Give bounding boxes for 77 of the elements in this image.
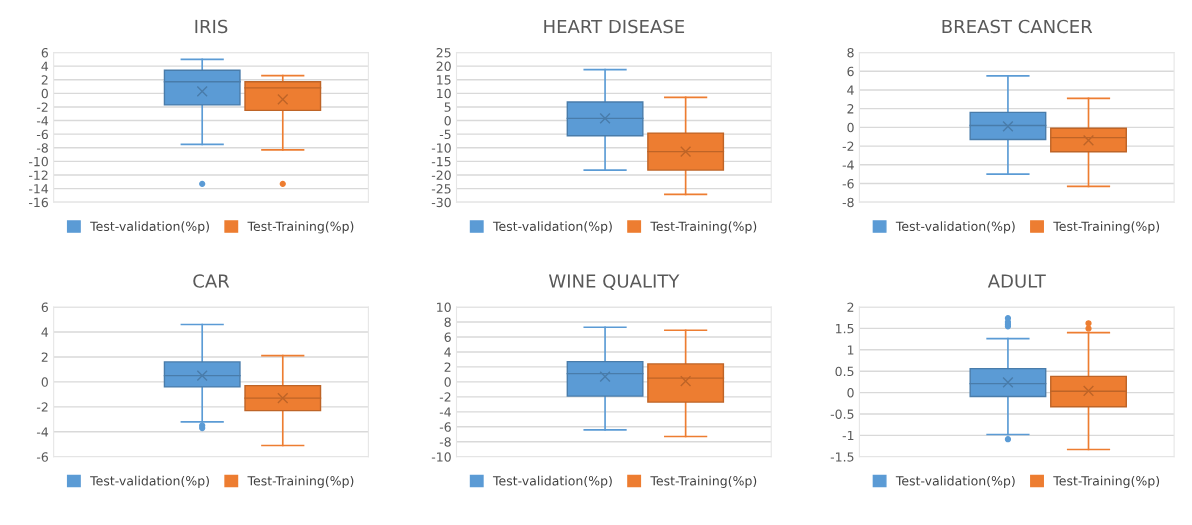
y-tick-label: -4	[439, 407, 451, 417]
chart-title: ADULT	[987, 274, 1046, 288]
y-tick-label: 0	[847, 388, 854, 398]
y-tick-label: -4	[842, 160, 854, 170]
y-tick-label: -8	[439, 437, 451, 447]
y-tick-label: 0	[41, 88, 48, 99]
y-tick-label: -6	[36, 452, 48, 462]
y-tick-label: -15	[431, 157, 451, 167]
y-tick-label: 0	[847, 122, 854, 133]
y-tick-label: -8	[842, 197, 854, 208]
chart-title: HEART DISEASE	[544, 19, 685, 34]
legend-label: Test-Training(%p)	[1053, 475, 1160, 488]
y-tick-label: 8	[444, 317, 451, 327]
y-tick-label: 4	[41, 327, 49, 337]
legend-label: Test-Training(%p)	[247, 475, 354, 488]
y-tick-label: 2	[847, 104, 854, 114]
y-tick-label: 0	[41, 377, 48, 387]
y-tick-label: -8	[36, 143, 48, 153]
legend-label: Test-Training(%p)	[650, 221, 757, 234]
y-tick-label: 0	[444, 377, 451, 387]
legend-label: Test-Training(%p)	[650, 475, 757, 488]
y-tick-label: 10	[437, 88, 451, 99]
chart-title: BREAST CANCER	[942, 19, 1093, 34]
y-tick-label: -4	[36, 116, 49, 126]
y-tick-label: 0	[444, 116, 451, 126]
y-tick-label: -25	[431, 184, 451, 194]
y-tick-label: -10	[28, 156, 48, 167]
y-tick-label: 4	[444, 347, 451, 357]
y-tick-label: 6	[41, 47, 48, 58]
y-tick-label: -20	[431, 170, 451, 180]
y-tick-label: 6	[444, 332, 451, 342]
y-tick-label: 1	[847, 345, 854, 355]
legend-label: Test-Training(%p)	[247, 221, 354, 234]
y-tick-label: -1.5	[830, 452, 854, 462]
y-tick-label: 1.5	[836, 324, 854, 334]
y-tick-label: -2	[36, 402, 48, 412]
y-tick-label: 2	[847, 302, 854, 312]
y-tick-label: -6	[439, 422, 451, 432]
y-tick-label: 25	[436, 47, 451, 58]
y-tick-label: 2	[444, 362, 451, 372]
y-tick-label: 2	[41, 352, 48, 362]
y-tick-label: 2	[41, 75, 48, 85]
y-tick-label: -6	[842, 178, 854, 189]
chart-title: IRIS	[195, 19, 228, 34]
y-tick-label: 4	[847, 85, 854, 95]
y-tick-label: -4	[36, 427, 49, 437]
y-tick-label: 5	[444, 102, 451, 112]
y-tick-label: 0.5	[835, 366, 854, 377]
y-tick-label: 20	[436, 61, 451, 72]
y-tick-label: -2	[439, 392, 451, 402]
y-tick-label: -16	[28, 197, 48, 208]
legend-label: Test-validation(%p)	[90, 475, 209, 488]
chart-title: CAR	[193, 274, 230, 288]
y-tick-label: 8	[847, 47, 854, 58]
y-tick-label: -2	[842, 141, 854, 151]
y-tick-label: 6	[847, 66, 854, 77]
chart-title: WINE QUALITY	[548, 274, 680, 290]
y-tick-label: -12	[28, 170, 48, 180]
y-tick-label: -2	[36, 102, 48, 112]
y-tick-label: -10	[431, 452, 451, 462]
legend-label: Test-validation(%p)	[90, 221, 209, 234]
y-tick-label: 4	[41, 61, 49, 71]
legend-label: Test-Training(%p)	[1053, 221, 1160, 234]
legend-label: Test-validation(%p)	[895, 475, 1015, 488]
legend-label: Test-validation(%p)	[895, 221, 1015, 234]
y-tick-label: -14	[28, 184, 49, 194]
y-tick-label: 6	[41, 302, 48, 312]
legend-label: Test-validation(%p)	[492, 221, 612, 234]
y-tick-label: -10	[431, 143, 451, 153]
y-tick-label: 10	[437, 302, 451, 312]
y-tick-label: -5	[439, 129, 451, 140]
y-tick-label: -0.5	[830, 409, 854, 419]
y-tick-label: -30	[431, 197, 451, 208]
y-tick-label: -1	[842, 431, 854, 441]
legend-label: Test-validation(%p)	[492, 475, 612, 488]
y-tick-label: -6	[36, 129, 48, 140]
y-tick-label: 15	[437, 75, 451, 85]
